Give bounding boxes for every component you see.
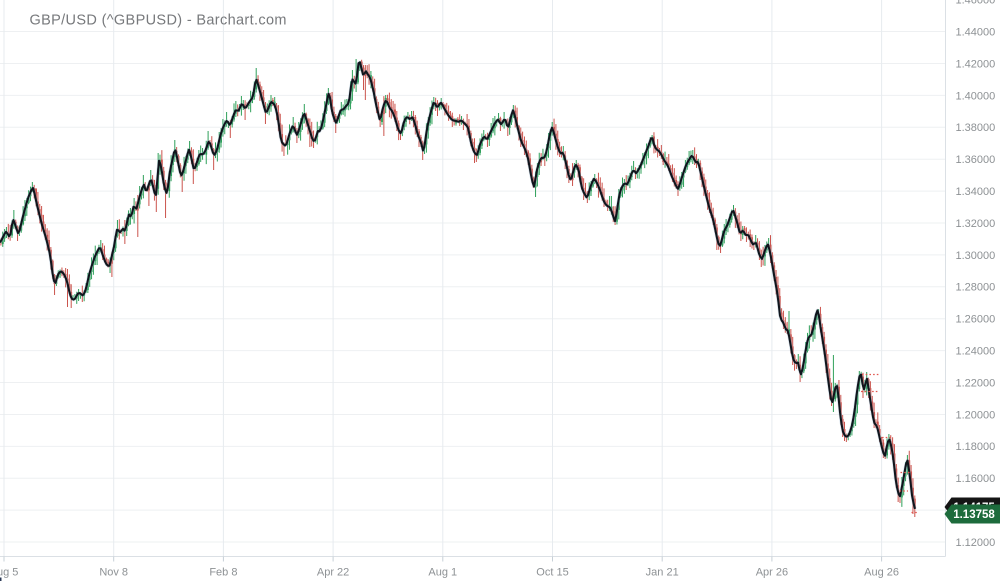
svg-text:1.40000: 1.40000 — [956, 90, 996, 102]
svg-text:1.16000: 1.16000 — [956, 473, 996, 485]
svg-text:Apr 26: Apr 26 — [756, 567, 788, 579]
svg-text:1.28000: 1.28000 — [956, 282, 996, 294]
svg-text:Jan 21: Jan 21 — [646, 567, 679, 579]
svg-text:1.13758: 1.13758 — [953, 509, 995, 521]
svg-text:1.36000: 1.36000 — [956, 154, 996, 166]
svg-text:1.42000: 1.42000 — [956, 58, 996, 70]
svg-text:1.12000: 1.12000 — [956, 537, 996, 549]
svg-text:1.18000: 1.18000 — [956, 441, 996, 453]
svg-text:1.26000: 1.26000 — [956, 314, 996, 326]
svg-text:Aug 5: Aug 5 — [0, 567, 18, 579]
svg-text:1.30000: 1.30000 — [956, 250, 996, 262]
svg-text:1.24000: 1.24000 — [956, 346, 996, 358]
svg-text:Aug 1: Aug 1 — [428, 567, 457, 579]
svg-text:1.32000: 1.32000 — [956, 218, 996, 230]
svg-text:Feb 8: Feb 8 — [209, 567, 237, 579]
svg-text:Oct 15: Oct 15 — [536, 567, 568, 579]
svg-text:1.38000: 1.38000 — [956, 122, 996, 134]
svg-text:Apr 22: Apr 22 — [317, 567, 349, 579]
svg-text:1.44000: 1.44000 — [956, 26, 996, 38]
svg-text:Aug 26: Aug 26 — [864, 567, 899, 579]
svg-text:1.22000: 1.22000 — [956, 377, 996, 389]
svg-text:1.46000: 1.46000 — [956, 0, 996, 7]
svg-text:1.34000: 1.34000 — [956, 186, 996, 198]
svg-text:Nov 8: Nov 8 — [99, 567, 128, 579]
svg-text:1.20000: 1.20000 — [956, 409, 996, 421]
svg-text:GBP/USD (^GBPUSD) - Barchart.c: GBP/USD (^GBPUSD) - Barchart.com — [30, 13, 287, 29]
